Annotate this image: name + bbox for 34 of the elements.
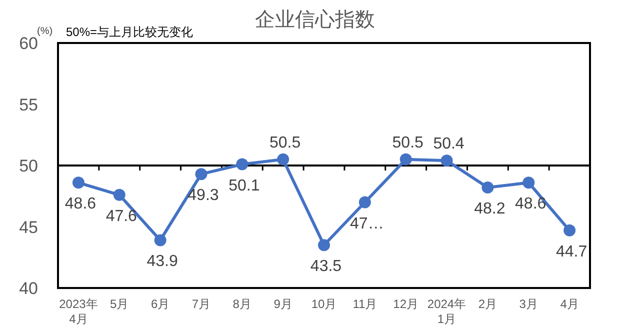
ylabel: (%) (37, 26, 53, 37)
xtick: 6月 (150, 297, 170, 311)
xtick: 9月 (274, 297, 292, 311)
xtick: 3月 (519, 297, 538, 311)
xtick: 8月 (232, 297, 252, 311)
ytick: 55 (19, 95, 38, 114)
xtick: 11月 (352, 297, 378, 311)
ytick: 60 (19, 34, 38, 53)
data-label: 49.3 (188, 187, 219, 204)
data-label: 47.6 (106, 208, 137, 225)
data-label: 47… (350, 215, 384, 232)
data-label: 43.5 (310, 258, 342, 276)
data-label: 43.9 (146, 253, 178, 270)
ytick: 45 (19, 218, 38, 237)
data-label: 50.5 (270, 134, 301, 152)
data-label: 48.6 (515, 196, 546, 213)
xtick: 2月 (478, 297, 498, 311)
title: 企业信心指数 (255, 9, 375, 31)
data-label: 44.7 (556, 243, 588, 260)
ytick: 50 (19, 156, 38, 176)
xtick: 4月 (560, 297, 579, 311)
xtick: 2023年 4月 (59, 297, 98, 326)
data-label: 48.6 (64, 196, 96, 213)
xtick: 10月 (311, 297, 337, 311)
data-label: 50.4 (433, 136, 464, 153)
xtick: 5月 (110, 297, 129, 311)
xtick: 7月 (192, 297, 211, 311)
ytick: 40 (19, 279, 38, 298)
xtick: 2024年 1月 (427, 297, 466, 326)
data-label: 50.1 (228, 177, 260, 194)
data-label: 48.2 (474, 200, 506, 218)
xtick: 12月 (393, 297, 419, 311)
data-label: 50.5 (392, 134, 424, 152)
annotation: 50%=与上月比较无变化 (66, 25, 194, 39)
